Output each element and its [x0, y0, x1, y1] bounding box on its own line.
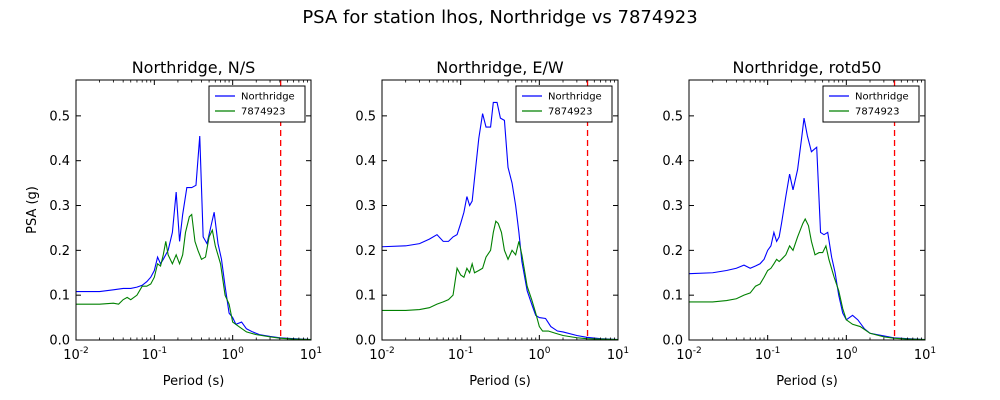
- y-tick-label: 0.2: [662, 244, 683, 259]
- y-tick-label: 0.5: [662, 109, 683, 124]
- x-axis-label: Period (s): [469, 374, 531, 389]
- panel-title: Northridge, E/W: [436, 58, 564, 77]
- legend: Northridge 7874923: [208, 85, 306, 123]
- y-tick-label: 0.4: [355, 154, 376, 169]
- series-line-7874923: [689, 217, 925, 340]
- y-tick-label: 0.1: [355, 289, 376, 304]
- legend: Northridge 7874923: [515, 85, 613, 123]
- x-tick-label: 100: [222, 346, 245, 363]
- x-tick-label: 10-1: [448, 346, 474, 363]
- x-tick-label: 101: [607, 346, 629, 363]
- series-line-northridge: [689, 117, 925, 340]
- y-tick-label: 0.3: [662, 199, 683, 214]
- x-axis-label: Period (s): [163, 374, 225, 389]
- y-tick-label: 0.4: [662, 154, 683, 169]
- x-tick-label: 10-1: [755, 346, 781, 363]
- x-tick-label: 100: [528, 346, 551, 363]
- legend-label: 7874923: [241, 107, 286, 118]
- legend: Northridge 7874923: [822, 85, 920, 123]
- y-tick-label: 0.2: [355, 244, 376, 259]
- y-tick-label: 0.0: [49, 334, 70, 349]
- legend-box: [515, 85, 613, 123]
- chart-panel-2: Northridge, E/W 0.0 0.1 0.2 0.3 0.4 0.5 10-2 10-…: [355, 58, 629, 389]
- legend-label: Northridge: [855, 92, 909, 103]
- y-tick-label: 0.0: [355, 334, 376, 349]
- series-line-7874923: [76, 213, 311, 340]
- x-tick-label: 10-2: [369, 346, 395, 363]
- axes-frame: [75, 79, 312, 341]
- panel-title: Northridge, N/S: [132, 58, 256, 77]
- chart-panel-3: Northridge, rotd50 0.0 0.1 0.2 0.3 0.4 0.5 10-2…: [662, 58, 936, 389]
- panel-title: Northridge, rotd50: [733, 58, 882, 77]
- x-tick-label: 101: [300, 346, 322, 363]
- y-axis-label: PSA (g): [25, 186, 40, 234]
- x-axis-label: Period (s): [776, 374, 838, 389]
- x-tick-label: 10-1: [142, 346, 168, 363]
- axes-frame: [381, 79, 619, 341]
- y-tick-label: 0.3: [49, 199, 70, 214]
- figure-title: PSA for station lhos, Northridge vs 7874…: [302, 7, 697, 28]
- y-tick-label: 0.1: [662, 289, 683, 304]
- legend-label: 7874923: [855, 107, 900, 118]
- legend-label: Northridge: [548, 92, 602, 103]
- legend-box: [208, 85, 306, 123]
- y-tick-label: 0.3: [355, 199, 376, 214]
- y-tick-label: 0.2: [49, 244, 70, 259]
- y-tick-label: 0.5: [355, 109, 376, 124]
- y-tick-label: 0.1: [49, 289, 70, 304]
- chart-panel-1: Northridge, N/S 0.0 0.1 0.2 0.3 0.4 0.5 10-2 10-…: [25, 58, 322, 389]
- x-tick-label: 10-2: [63, 346, 89, 363]
- legend-label: 7874923: [548, 107, 593, 118]
- series-line-northridge: [76, 135, 311, 340]
- series-line-7874923: [382, 220, 618, 340]
- y-tick-label: 0.5: [49, 109, 70, 124]
- series-line-northridge: [382, 101, 618, 340]
- y-tick-label: 0.4: [49, 154, 70, 169]
- x-tick-label: 101: [914, 346, 936, 363]
- x-tick-label: 10-2: [676, 346, 702, 363]
- y-tick-label: 0.0: [662, 334, 683, 349]
- axes-frame: [688, 79, 926, 341]
- legend-label: Northridge: [241, 92, 295, 103]
- x-tick-label: 100: [835, 346, 858, 363]
- legend-box: [822, 85, 920, 123]
